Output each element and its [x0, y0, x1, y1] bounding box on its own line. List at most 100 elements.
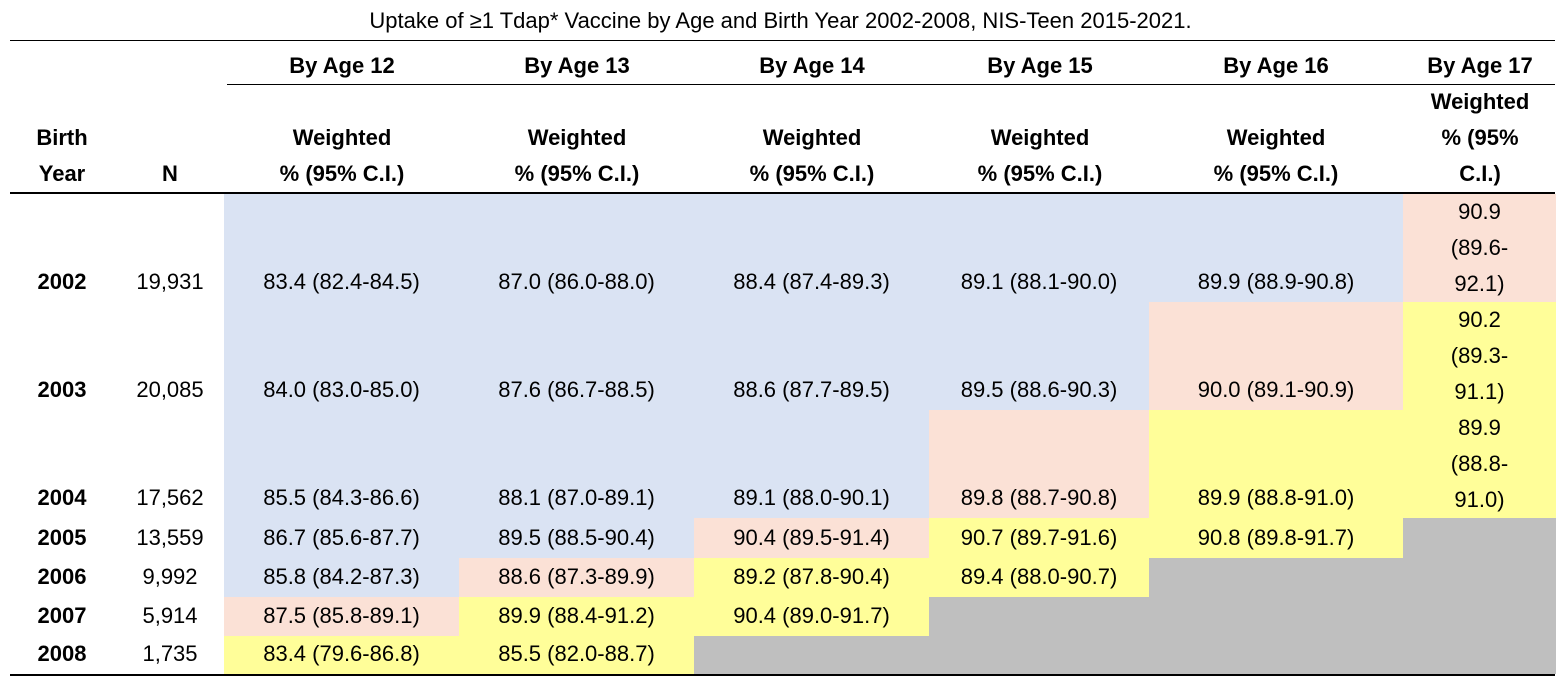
table-cell: 89.9 (88.8-91.0)	[1149, 410, 1403, 518]
cell-bg	[1403, 597, 1556, 636]
cell-bg	[1403, 636, 1556, 674]
cell-bg	[694, 194, 929, 302]
cell-bg	[1403, 558, 1556, 597]
table-cell: 90.4 (89.0-91.7)	[694, 597, 929, 636]
cell-bg	[459, 597, 694, 636]
n-cell: 19,931	[136, 269, 204, 294]
cell-bg	[694, 597, 929, 636]
age-header: By Age 15	[987, 53, 1093, 78]
weighted-label: Weighted	[762, 125, 862, 150]
cell-value: 83.4 (79.6-86.8)	[263, 641, 420, 666]
cell-value: 87.0 (86.0-88.0)	[498, 269, 655, 294]
weighted-label-17: % (95%	[1441, 125, 1519, 150]
cell-value: 89.8 (88.7-90.8)	[960, 485, 1118, 510]
age17-cell: 90.9	[1458, 199, 1501, 224]
table-cell: 89.8 (88.7-90.8)	[929, 410, 1149, 518]
table-cell: 87.6 (86.7-88.5)	[459, 302, 694, 410]
cell-value: 83.4 (82.4-84.5)	[263, 269, 420, 294]
age-header: By Age 17	[1427, 53, 1533, 78]
cell-bg	[459, 558, 694, 597]
ci-label: % (95% C.I.)	[514, 161, 640, 186]
cell-value: 88.6 (87.7-89.5)	[733, 377, 890, 402]
ci-label: % (95% C.I.)	[279, 161, 405, 186]
cell-bg	[929, 194, 1149, 302]
table-cell: 84.0 (83.0-85.0)	[224, 302, 459, 410]
age-header: By Age 16	[1223, 53, 1329, 78]
birth-year-cell: 2008	[37, 641, 87, 666]
cell-bg	[929, 302, 1149, 410]
cell-value: 86.7 (85.6-87.7)	[263, 525, 420, 550]
cell-bg	[929, 410, 1149, 518]
table-cell: 89.2 (87.8-90.4)	[694, 558, 929, 597]
cell-value: 84.0 (83.0-85.0)	[263, 377, 420, 402]
cell-bg	[224, 518, 459, 558]
birth-year-header: Birth	[36, 125, 88, 150]
table-title: Uptake of ≥1 Tdap* Vaccine by Age and Bi…	[369, 8, 1192, 33]
cell-bg	[1149, 194, 1403, 302]
cell-bg	[1149, 597, 1403, 636]
cell-bg	[459, 410, 694, 518]
cell-bg	[1149, 518, 1403, 558]
cell-bg	[694, 410, 929, 518]
n-cell: 20,085	[136, 377, 204, 402]
cell-value: 90.0 (89.1-90.9)	[1197, 377, 1355, 402]
cell-bg	[459, 636, 694, 674]
cell-value: 89.4 (88.0-90.7)	[960, 564, 1118, 589]
cell-bg	[1149, 558, 1403, 597]
age17-cell: (88.8-	[1450, 451, 1509, 476]
cell-bg	[1149, 636, 1403, 674]
table-cell: 89.9 (88.9-90.8)	[1149, 194, 1403, 302]
cell-value: 89.9 (88.4-91.2)	[498, 603, 655, 628]
cell-value: 85.8 (84.2-87.3)	[263, 564, 420, 589]
table-cell: 85.8 (84.2-87.3)	[224, 558, 459, 597]
table-cell: 90.4 (89.5-91.4)	[694, 518, 929, 558]
birth-year-cell: 2003	[37, 377, 87, 402]
age-header: By Age 12	[289, 53, 395, 78]
cell-value: 89.2 (87.8-90.4)	[733, 564, 890, 589]
weighted-label-17: C.I.)	[1459, 161, 1501, 186]
table-cell: 89.1 (88.1-90.0)	[929, 194, 1149, 302]
n-cell: 9,992	[142, 564, 198, 589]
cell-bg	[1149, 302, 1403, 410]
table-cell: 87.5 (85.8-89.1)	[224, 597, 459, 636]
table-cell: 89.9 (88.4-91.2)	[459, 597, 694, 636]
table-cell: 87.0 (86.0-88.0)	[459, 194, 694, 302]
age17-cell: 89.9	[1458, 415, 1501, 440]
top-rule	[10, 40, 1555, 41]
table-cell: 90.8 (89.8-91.7)	[1149, 518, 1403, 558]
table-cell: 88.4 (87.4-89.3)	[694, 194, 929, 302]
birth-year-cell: 2002	[37, 269, 87, 294]
cell-value: 89.9 (88.9-90.8)	[1197, 269, 1355, 294]
cell-value: 89.5 (88.5-90.4)	[498, 525, 655, 550]
birth-year-header: Year	[38, 161, 86, 186]
table-cell: 88.6 (87.7-89.5)	[694, 302, 929, 410]
age17-cell: 91.1)	[1454, 379, 1505, 404]
weighted-label-17: Weighted	[1430, 89, 1530, 114]
cell-value: 89.9 (88.8-91.0)	[1197, 485, 1355, 510]
cell-bg	[1403, 410, 1556, 518]
table-cell: 90.7 (89.7-91.6)	[929, 518, 1149, 558]
table-cell: 88.1 (87.0-89.1)	[459, 410, 694, 518]
cell-value: 89.1 (88.0-90.1)	[733, 485, 890, 510]
cell-bg	[1403, 302, 1556, 410]
age17-cell: (89.6-	[1450, 235, 1509, 260]
weighted-label: Weighted	[1226, 125, 1326, 150]
cell-bg	[929, 636, 1149, 674]
cell-bg	[459, 518, 694, 558]
n-cell: 1,735	[142, 641, 198, 666]
table-cell: 89.5 (88.6-90.3)	[929, 302, 1149, 410]
cell-value: 85.5 (84.3-86.6)	[263, 485, 420, 510]
table-cell: 83.4 (79.6-86.8)	[224, 636, 459, 674]
cell-bg	[224, 597, 459, 636]
cell-bg	[694, 636, 929, 674]
cell-value: 88.1 (87.0-89.1)	[498, 485, 655, 510]
birth-year-cell: 2005	[37, 525, 87, 550]
n-header: N	[162, 161, 178, 186]
age-header: By Age 14	[759, 53, 865, 78]
n-cell: 13,559	[136, 525, 204, 550]
table-cell: 85.5 (84.3-86.6)	[224, 410, 459, 518]
cell-bg	[694, 302, 929, 410]
cell-bg	[224, 302, 459, 410]
age-header: By Age 13	[524, 53, 630, 78]
cell-value: 87.6 (86.7-88.5)	[498, 377, 655, 402]
